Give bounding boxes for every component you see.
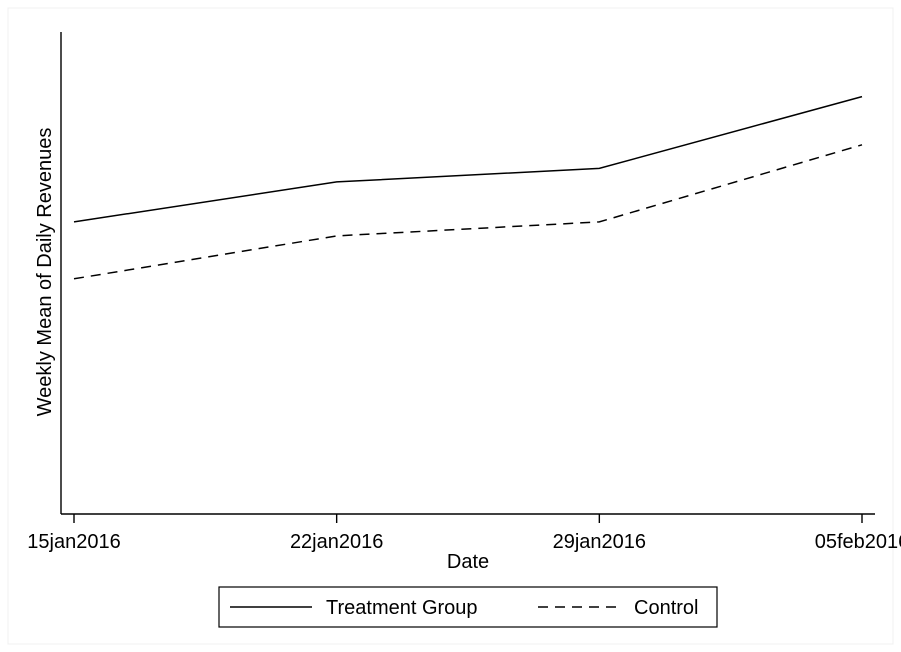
- y-axis-title: Weekly Mean of Daily Revenues: [34, 128, 56, 417]
- x-tick-label: 29jan2016: [553, 531, 646, 553]
- legend: Treatment Group Control: [218, 586, 718, 628]
- x-tick-label: 22jan2016: [290, 531, 383, 553]
- legend-box: [218, 586, 718, 628]
- x-axis-title: Date: [447, 551, 489, 573]
- legend-label-treatment-group: Treatment Group: [326, 597, 478, 619]
- series-line-control: [73, 144, 863, 280]
- x-tick-label: 15jan2016: [27, 531, 120, 553]
- x-tick-label: 05feb2016: [815, 531, 901, 553]
- legend-label-control: Control: [634, 597, 698, 619]
- plot-region-border: [7, 7, 894, 645]
- series-line-treatment-group: [73, 95, 863, 223]
- series-lines: [73, 95, 863, 280]
- x-tick-group: 15jan2016 22jan2016 29jan2016 05feb2016: [27, 514, 901, 553]
